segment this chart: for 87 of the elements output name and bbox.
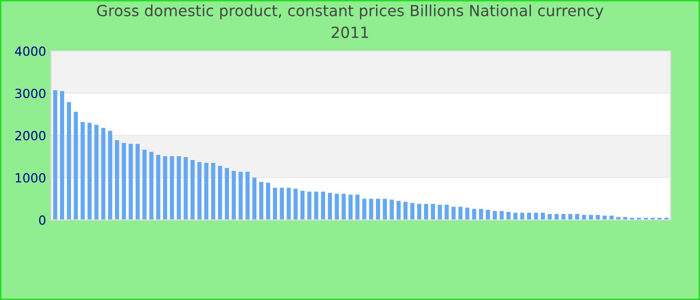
bar xyxy=(176,156,181,220)
bar xyxy=(478,208,484,220)
bar xyxy=(142,150,147,220)
bar xyxy=(390,200,394,220)
bar xyxy=(74,112,78,220)
bar xyxy=(382,198,387,220)
bar xyxy=(500,211,504,220)
bar xyxy=(108,130,112,220)
y-tick-label: 1000 xyxy=(16,173,46,183)
bar xyxy=(156,154,160,220)
bar xyxy=(163,156,168,220)
bar xyxy=(403,202,408,220)
bar xyxy=(424,204,428,220)
bar xyxy=(88,122,92,220)
bar xyxy=(80,122,85,220)
bar xyxy=(259,182,264,220)
bar xyxy=(300,190,305,220)
bar xyxy=(266,182,270,220)
bar xyxy=(609,216,614,220)
bar xyxy=(184,156,188,220)
bar xyxy=(417,204,422,220)
bar xyxy=(492,211,497,220)
chart-title: Gross domestic product, constant prices Billions National currency 2011 xyxy=(97,4,604,38)
bar xyxy=(527,212,532,220)
bar xyxy=(128,144,133,220)
bar xyxy=(596,214,600,220)
bar xyxy=(53,90,58,220)
bar xyxy=(60,91,64,220)
bar xyxy=(328,192,332,220)
bar xyxy=(314,192,318,220)
bar xyxy=(114,140,120,220)
bar xyxy=(465,208,470,220)
bar xyxy=(623,216,628,220)
bar xyxy=(444,204,449,220)
bar xyxy=(396,200,401,220)
bar xyxy=(438,204,442,220)
bar xyxy=(540,212,545,220)
bar xyxy=(170,156,174,220)
bar xyxy=(376,198,380,220)
y-tick-label: 2000 xyxy=(15,130,46,140)
bar xyxy=(66,102,72,220)
bar xyxy=(224,168,229,220)
bar xyxy=(272,188,278,220)
bar xyxy=(554,214,559,220)
bar xyxy=(342,194,346,220)
bar xyxy=(561,214,566,220)
bar xyxy=(575,214,580,220)
bar xyxy=(218,166,222,220)
bar xyxy=(321,192,326,220)
bar xyxy=(506,212,511,220)
bar xyxy=(430,204,436,220)
bar xyxy=(307,192,312,220)
bar xyxy=(513,212,518,220)
y-tick-label: 3000 xyxy=(15,88,46,98)
y-tick-label: 4000 xyxy=(15,46,46,56)
bar xyxy=(410,203,414,220)
bar xyxy=(369,198,374,220)
bar xyxy=(548,214,552,220)
bar xyxy=(294,188,298,220)
bar xyxy=(458,206,462,220)
bar xyxy=(136,144,140,220)
bar xyxy=(122,143,126,220)
bar xyxy=(486,210,490,220)
bar xyxy=(362,198,366,220)
bar xyxy=(602,216,607,220)
bar xyxy=(472,208,476,220)
bar xyxy=(286,188,291,220)
bar xyxy=(190,160,195,220)
bar xyxy=(348,194,353,220)
bar xyxy=(204,162,208,220)
bar xyxy=(252,178,256,220)
bar xyxy=(94,124,98,220)
bar xyxy=(149,152,154,220)
bar xyxy=(280,188,284,220)
bar xyxy=(101,128,106,220)
bar xyxy=(534,212,538,220)
bar xyxy=(232,170,236,220)
bar xyxy=(197,162,202,220)
bar xyxy=(334,194,339,220)
bar xyxy=(452,206,456,220)
y-tick-label: 0 xyxy=(39,215,46,225)
bar xyxy=(355,194,360,220)
bar xyxy=(568,214,572,220)
bar xyxy=(238,172,243,220)
bar xyxy=(245,172,250,220)
bar xyxy=(211,162,216,220)
bar xyxy=(520,212,524,220)
